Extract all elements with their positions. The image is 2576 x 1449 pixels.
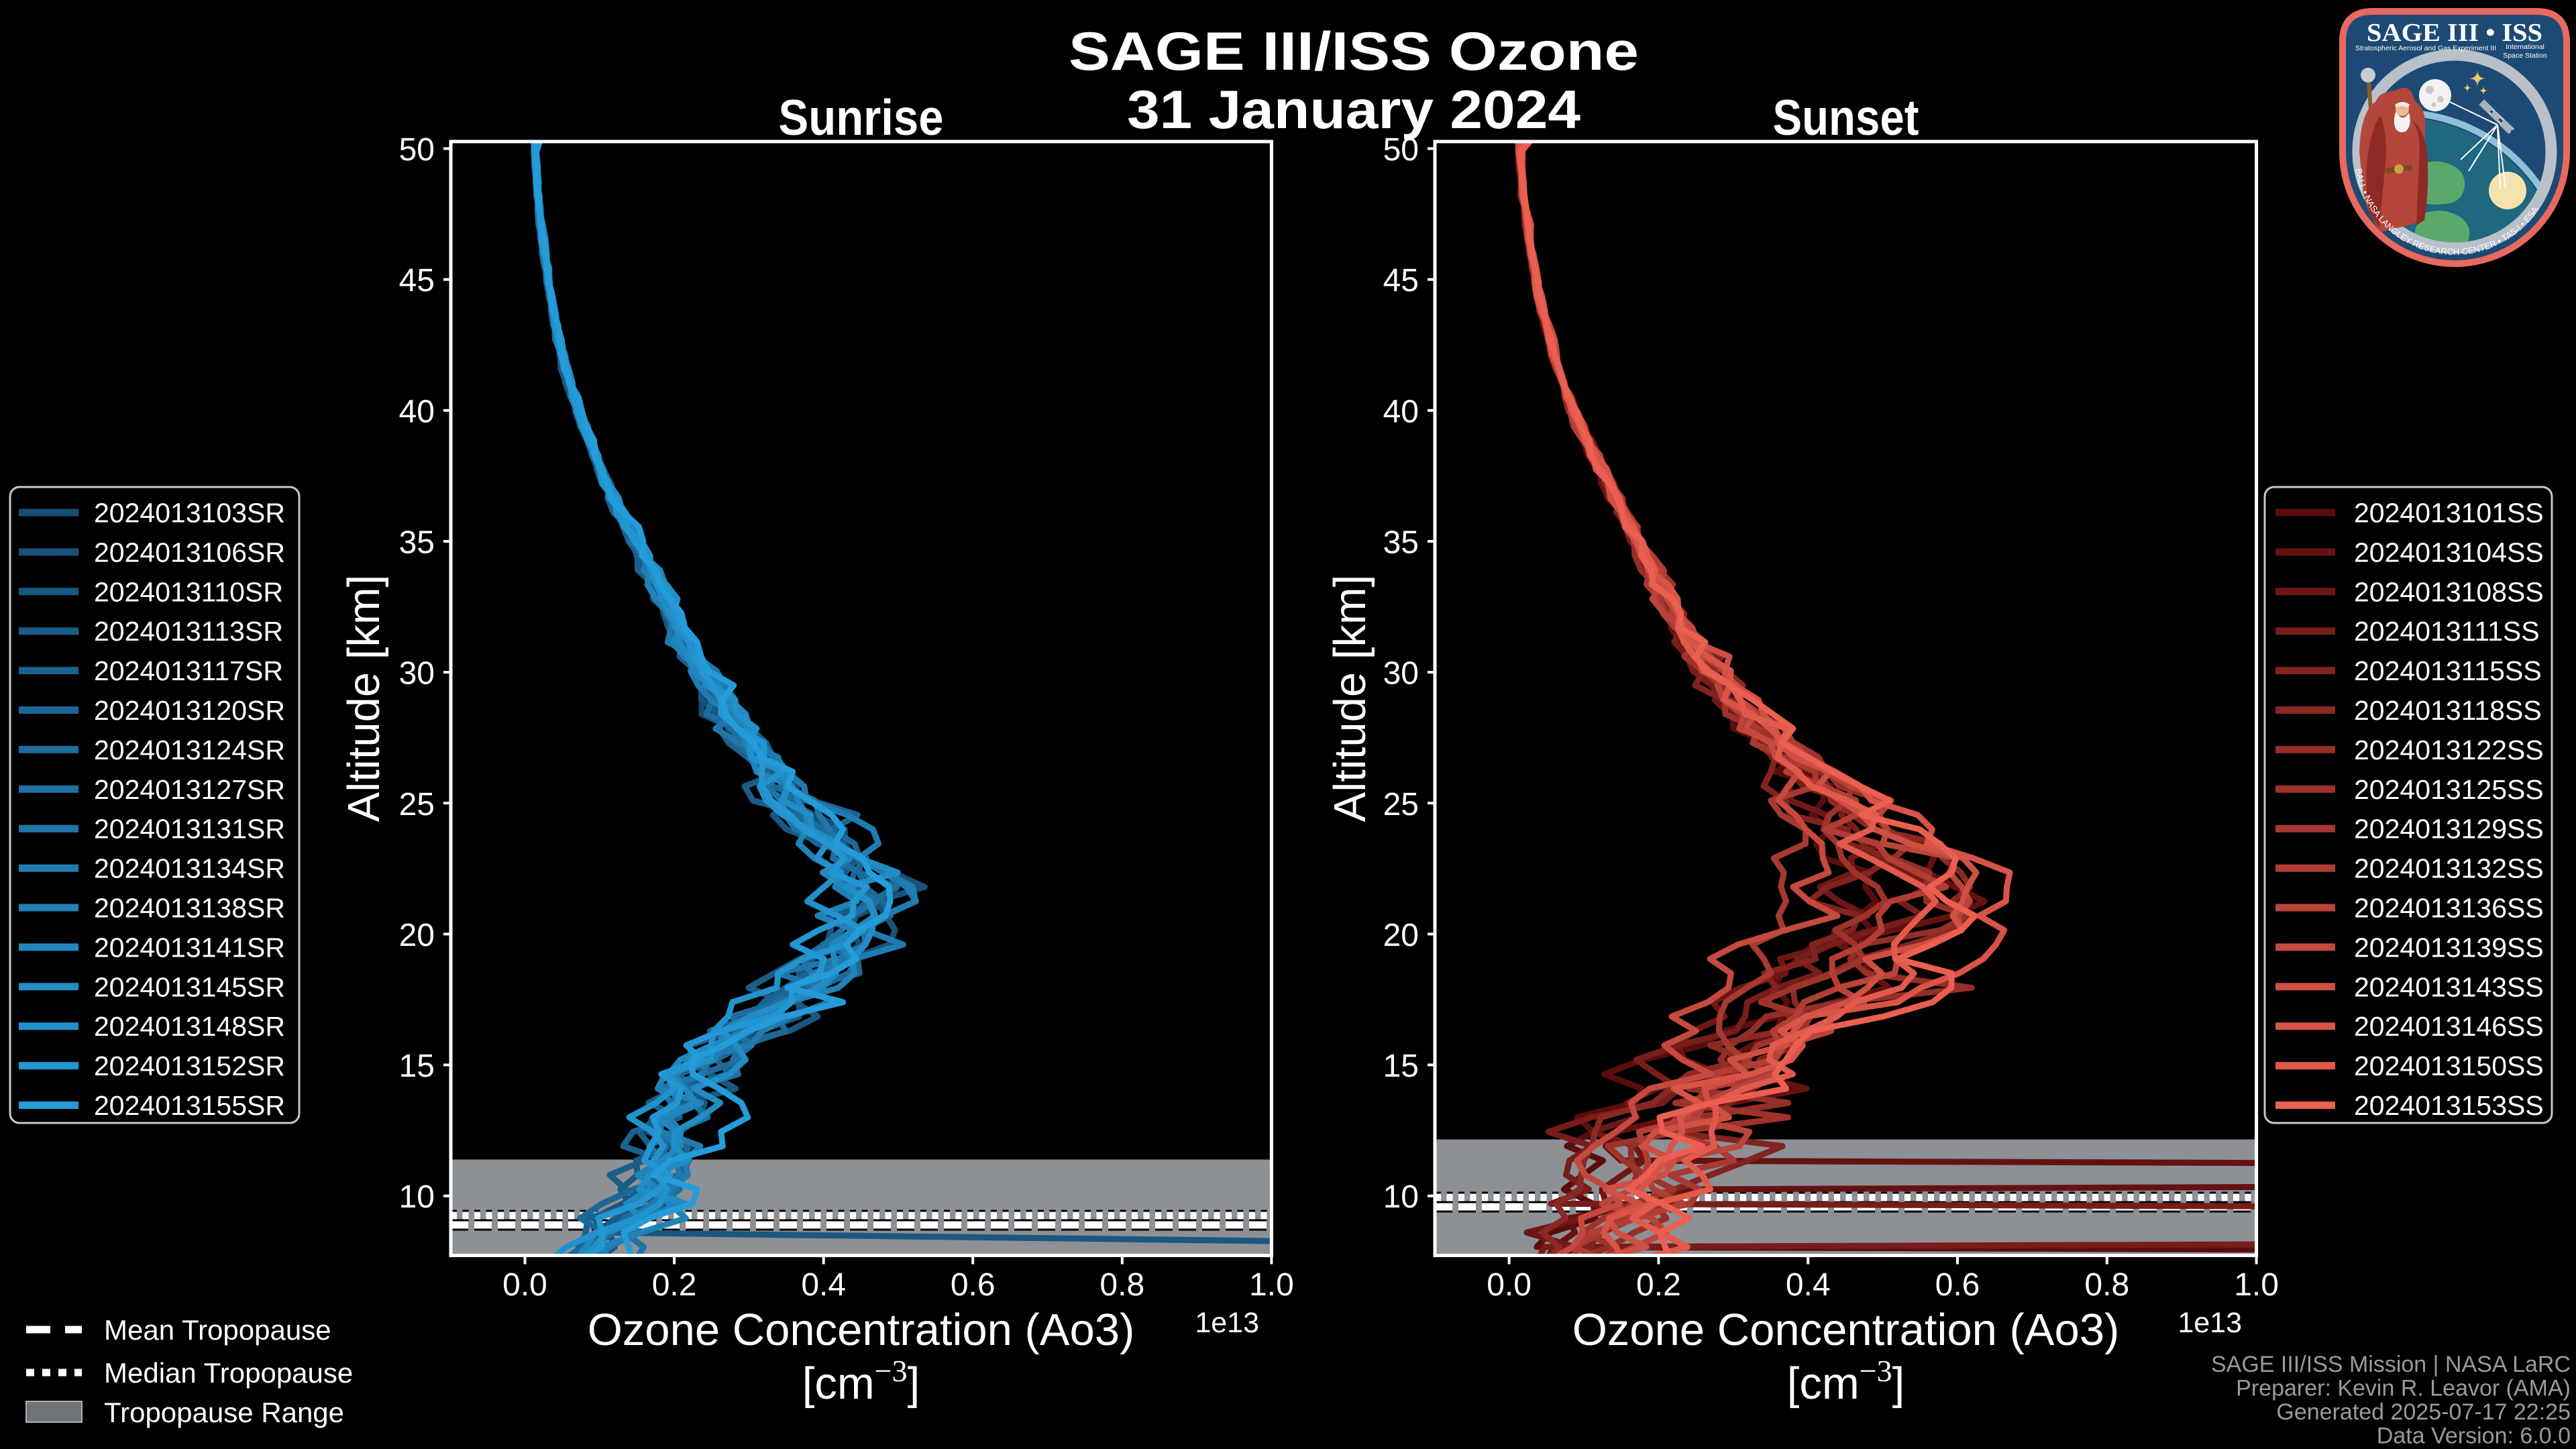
svg-text:2024013124SR: 2024013124SR	[94, 735, 285, 765]
svg-text:15: 15	[399, 1049, 435, 1084]
svg-text:0.2: 0.2	[1636, 1267, 1681, 1303]
svg-text:2024013141SR: 2024013141SR	[94, 932, 285, 963]
svg-text:SAGE III • ISS: SAGE III • ISS	[2367, 19, 2542, 47]
svg-text:Sunrise: Sunrise	[779, 89, 944, 146]
svg-text:35: 35	[399, 525, 435, 561]
svg-text:Ozone Concentration (Ao3): Ozone Concentration (Ao3)	[588, 1305, 1135, 1355]
svg-text:2024013118SS: 2024013118SS	[2354, 695, 2542, 726]
svg-text:2024013110SR: 2024013110SR	[94, 576, 283, 607]
svg-text:Altitude [km]: Altitude [km]	[339, 575, 389, 822]
svg-text:Space Station: Space Station	[2503, 52, 2547, 60]
svg-text:Tropopause Range: Tropopause Range	[104, 1397, 344, 1428]
svg-text:10: 10	[1383, 1179, 1419, 1215]
svg-text:45: 45	[399, 263, 435, 299]
svg-text:2024013127SR: 2024013127SR	[94, 774, 285, 805]
svg-text:2024013145SR: 2024013145SR	[94, 971, 285, 1002]
svg-text:International: International	[2506, 43, 2544, 51]
svg-text:2024013153SS: 2024013153SS	[2354, 1090, 2544, 1121]
svg-text:20: 20	[1383, 918, 1419, 953]
svg-text:30: 30	[1383, 656, 1419, 692]
svg-text:2024013143SS: 2024013143SS	[2354, 971, 2544, 1002]
svg-text:SAGE III/ISS Mission | NASA La: SAGE III/ISS Mission | NASA LaRC	[2211, 1352, 2571, 1377]
svg-text:Altitude [km]: Altitude [km]	[1325, 575, 1375, 822]
svg-text:0.0: 0.0	[502, 1267, 547, 1303]
svg-text:2024013132SS: 2024013132SS	[2354, 853, 2544, 884]
svg-text:2024013155SR: 2024013155SR	[94, 1090, 285, 1121]
svg-text:2024013152SR: 2024013152SR	[94, 1051, 285, 1081]
svg-text:2024013103SR: 2024013103SR	[94, 498, 285, 529]
svg-text:2024013139SS: 2024013139SS	[2354, 932, 2544, 963]
svg-text:0.0: 0.0	[1487, 1267, 1532, 1303]
svg-text:Preparer: Kevin R. Leavor (AMA: Preparer: Kevin R. Leavor (AMA)	[2236, 1376, 2571, 1401]
svg-text:0.4: 0.4	[1786, 1267, 1831, 1303]
svg-text:1e13: 1e13	[2178, 1307, 2242, 1339]
svg-text:2024013106SR: 2024013106SR	[94, 537, 285, 568]
svg-text:50: 50	[1383, 132, 1419, 168]
svg-text:2024013111SS: 2024013111SS	[2354, 616, 2540, 647]
svg-text:2024013136SS: 2024013136SS	[2354, 893, 2544, 924]
svg-text:40: 40	[399, 394, 435, 429]
svg-text:0.4: 0.4	[801, 1267, 846, 1303]
svg-text:2024013104SS: 2024013104SS	[2354, 537, 2544, 568]
svg-text:30: 30	[399, 656, 435, 692]
svg-text:45: 45	[1383, 263, 1419, 299]
svg-text:0.2: 0.2	[652, 1267, 697, 1303]
svg-text:2024013122SS: 2024013122SS	[2354, 735, 2544, 765]
svg-text:2024013134SR: 2024013134SR	[94, 853, 285, 884]
svg-text:SAGE III/ISS Ozone: SAGE III/ISS Ozone	[1069, 21, 1639, 82]
svg-text:2024013125SS: 2024013125SS	[2354, 774, 2544, 805]
svg-text:0.6: 0.6	[1935, 1267, 1980, 1303]
svg-text:Ozone Concentration (Ao3): Ozone Concentration (Ao3)	[1572, 1305, 2120, 1355]
svg-text:0.8: 0.8	[1099, 1267, 1144, 1303]
svg-text:25: 25	[1383, 787, 1419, 822]
svg-text:Data Version: 6.0.0: Data Version: 6.0.0	[2377, 1424, 2571, 1449]
svg-text:2024013138SR: 2024013138SR	[94, 893, 285, 924]
svg-text:40: 40	[1383, 394, 1419, 429]
svg-text:31 January 2024: 31 January 2024	[1127, 80, 1580, 140]
svg-text:2024013113SR: 2024013113SR	[94, 616, 283, 647]
svg-text:2024013131SR: 2024013131SR	[94, 814, 285, 845]
svg-text:20: 20	[399, 918, 435, 953]
svg-text:2024013146SS: 2024013146SS	[2354, 1011, 2544, 1042]
svg-text:1e13: 1e13	[1195, 1307, 1259, 1339]
svg-text:50: 50	[399, 132, 435, 168]
svg-text:2024013148SR: 2024013148SR	[94, 1011, 285, 1042]
svg-text:35: 35	[1383, 525, 1419, 561]
svg-text:Generated 2025-07-17 22:25: Generated 2025-07-17 22:25	[2276, 1399, 2571, 1425]
svg-text:Sunset: Sunset	[1773, 89, 1919, 146]
svg-text:Stratospheric Aerosol and Gas: Stratospheric Aerosol and Gas Experiment…	[2355, 44, 2496, 52]
svg-text:0.8: 0.8	[2084, 1267, 2129, 1303]
svg-text:Median Tropopause: Median Tropopause	[104, 1357, 353, 1389]
svg-text:2024013115SS: 2024013115SS	[2354, 655, 2542, 686]
svg-text:25: 25	[399, 787, 435, 822]
svg-text:2024013117SR: 2024013117SR	[94, 655, 283, 686]
svg-text:2024013101SS: 2024013101SS	[2354, 498, 2544, 529]
svg-text:2024013120SR: 2024013120SR	[94, 695, 285, 726]
svg-text:2024013108SS: 2024013108SS	[2354, 576, 2544, 607]
svg-text:0.6: 0.6	[951, 1267, 996, 1303]
svg-text:1.0: 1.0	[2234, 1267, 2279, 1303]
svg-text:10: 10	[399, 1179, 435, 1215]
svg-text:2024013150SS: 2024013150SS	[2354, 1051, 2544, 1081]
svg-text:1.0: 1.0	[1249, 1267, 1294, 1303]
svg-text:15: 15	[1383, 1049, 1419, 1084]
svg-text:2024013129SS: 2024013129SS	[2354, 814, 2544, 845]
svg-text:Mean Tropopause: Mean Tropopause	[104, 1314, 331, 1346]
